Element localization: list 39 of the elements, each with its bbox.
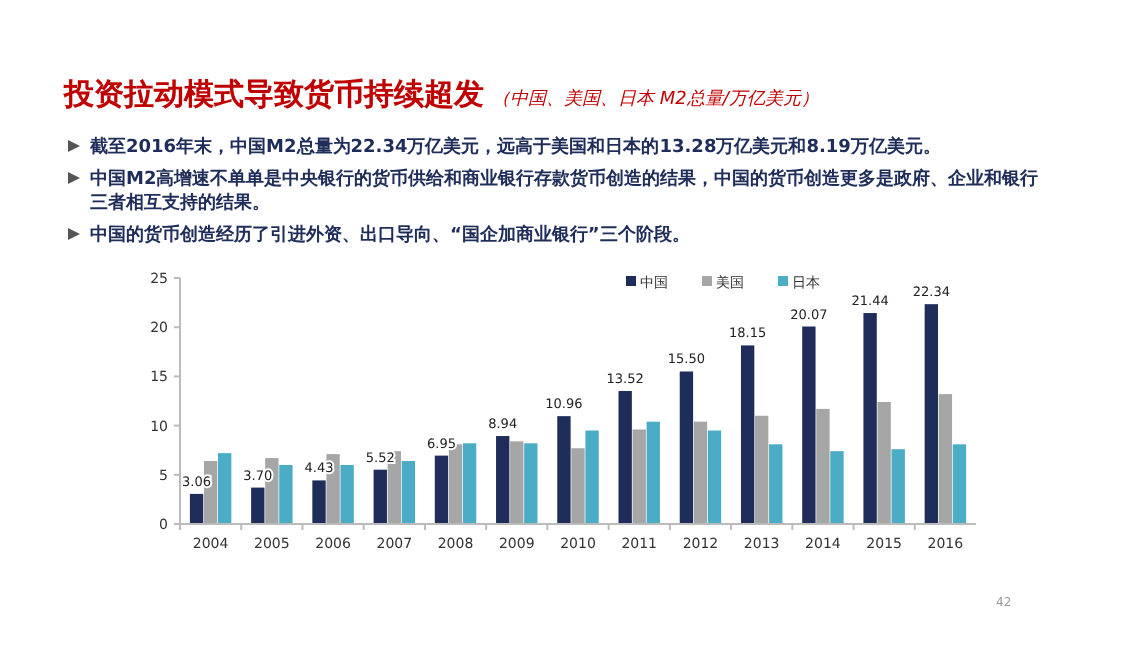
- bar: [557, 416, 571, 524]
- bar: [189, 493, 204, 524]
- text: 中国的货币创造经历了引进外资、出口导向、“国企加商业银行”三个阶段。: [90, 224, 690, 246]
- bar: [755, 415, 769, 524]
- bar: [312, 480, 326, 524]
- bar: [938, 394, 953, 524]
- bar: [924, 304, 939, 524]
- bar: [802, 326, 816, 524]
- text: 中国M2高增速不单单是中央银行的货币供给和商业银行存款货币创造的结果，中国的货币创造更多是政府、企业和银行三者相互支持的结果。: [90, 168, 1039, 214]
- bar: [373, 469, 387, 524]
- bar: [646, 421, 660, 524]
- bar: [740, 345, 755, 524]
- bar: [585, 430, 599, 524]
- bar: [434, 455, 449, 524]
- bar: [401, 461, 416, 524]
- bar: [462, 443, 477, 524]
- chart-title: 投资拉动模式导致货币持续超发: [62, 76, 484, 112]
- bar: [632, 429, 646, 524]
- bar: [510, 441, 524, 524]
- bar: [571, 448, 585, 524]
- bar: [891, 449, 905, 524]
- bar: [340, 464, 354, 524]
- bar: [679, 371, 694, 524]
- bar: [496, 436, 510, 524]
- bar: [707, 430, 722, 524]
- bar: [830, 451, 844, 524]
- chart-subtitle: （中国、美国、日本 M2总量/万亿美元）: [492, 88, 819, 110]
- bar: [279, 464, 293, 524]
- bar: [618, 390, 632, 524]
- text: 截至2016年末，中国M2总量为22.34万亿美元，远高于美国和日本的13.28万亿美元和8.19万亿美元。: [88, 136, 941, 158]
- bar: [217, 453, 232, 524]
- bar: [863, 313, 877, 524]
- bar: [877, 401, 891, 524]
- bar: [769, 444, 783, 524]
- bar: [816, 408, 830, 524]
- bar: [524, 443, 538, 524]
- bar: [693, 421, 708, 524]
- bar: [251, 487, 265, 524]
- bar: [952, 444, 967, 524]
